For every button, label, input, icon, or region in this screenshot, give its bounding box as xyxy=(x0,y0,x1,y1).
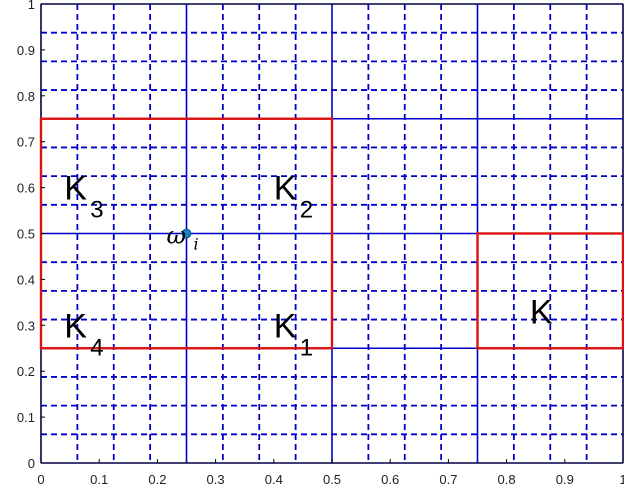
y-tick-label: 0.6 xyxy=(17,181,35,196)
y-tick-label: 0.7 xyxy=(17,135,35,150)
x-tick-label: 0.3 xyxy=(207,472,225,487)
x-tick-label: 0.9 xyxy=(556,472,574,487)
y-tick-label: 0.3 xyxy=(17,318,35,333)
region-subscript: 3 xyxy=(90,197,103,224)
x-tick-label: 0.6 xyxy=(381,472,399,487)
y-tick-label: 0.4 xyxy=(17,272,35,287)
region-letter: K xyxy=(274,307,297,345)
region-subscript: 2 xyxy=(300,197,313,224)
region-letter: K xyxy=(64,307,87,345)
region-label-k2: K2 xyxy=(274,170,313,224)
y-tick-label: 0.2 xyxy=(17,364,35,379)
region-label-k: K xyxy=(530,294,553,332)
x-tick-label: 0.4 xyxy=(265,472,283,487)
x-tick-label: 0.2 xyxy=(148,472,166,487)
x-tick-labels: 0 0.1 0.2 0.3 0.4 0.5 0.6 0.7 0.8 0.9 1 xyxy=(37,459,624,487)
x-tick-label: 0.5 xyxy=(323,472,341,487)
region-letter: K xyxy=(64,170,87,208)
x-tick-label: 0.8 xyxy=(498,472,516,487)
point-label: ω xyxy=(167,222,187,250)
x-tick-label: 0.7 xyxy=(439,472,457,487)
y-tick-label: 0.5 xyxy=(17,227,35,242)
region-subscript: 1 xyxy=(300,334,313,361)
region-letter: K xyxy=(530,294,553,332)
y-tick-label: 0 xyxy=(28,456,35,471)
y-tick-labels: 0 0.1 0.2 0.3 0.4 0.5 0.6 0.7 0.8 0.9 1 xyxy=(17,0,45,471)
y-tick-label: 0.1 xyxy=(17,410,35,425)
region-subscript: 4 xyxy=(90,334,103,361)
region-label-k3: K3 xyxy=(64,170,103,224)
point-subscript: i xyxy=(194,235,199,254)
region-label-k4: K4 xyxy=(64,307,103,361)
x-tick-label: 0 xyxy=(37,472,44,487)
region-label-k1: K1 xyxy=(274,307,313,361)
y-tick-label: 1 xyxy=(28,0,35,12)
y-tick-label: 0.9 xyxy=(17,43,35,58)
red-rectangle-2 xyxy=(476,232,624,350)
x-tick-label: 1 xyxy=(619,472,624,487)
y-tick-label: 0.8 xyxy=(17,89,35,104)
region-letter: K xyxy=(274,170,297,208)
point-dot xyxy=(181,228,192,239)
x-tick-label: 0.1 xyxy=(90,472,108,487)
